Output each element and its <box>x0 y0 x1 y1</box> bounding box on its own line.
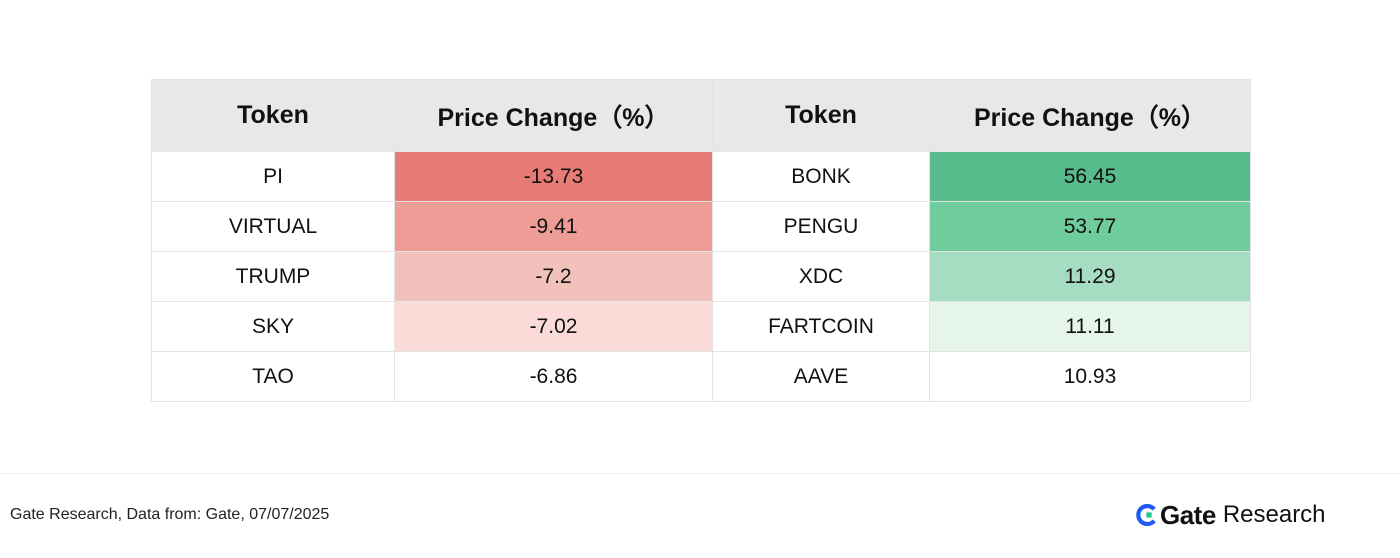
table-row: PI -13.73 BONK 56.45 <box>151 151 1251 202</box>
table-row: TAO -6.86 AAVE 10.93 <box>151 351 1251 402</box>
loser-token-cell: SKY <box>151 301 395 352</box>
loser-change-cell: -7.2 <box>394 251 713 302</box>
source-note: Gate Research, Data from: Gate, 07/07/20… <box>10 506 330 523</box>
table-header-row: Token Price Change（%） Token Price Change… <box>151 79 1251 152</box>
gate-research-logo: Gate Research <box>1136 500 1326 530</box>
price-change-table: Token Price Change（%） Token Price Change… <box>151 79 1251 402</box>
gainer-token-cell: PENGU <box>712 201 930 252</box>
table-row: VIRTUAL -9.41 PENGU 53.77 <box>151 201 1251 252</box>
gainer-change-cell: 53.77 <box>929 201 1251 252</box>
gainer-change-cell: 11.29 <box>929 251 1251 302</box>
gainer-change-cell: 10.93 <box>929 351 1251 402</box>
loser-token-cell: PI <box>151 151 395 202</box>
gainer-token-cell: BONK <box>712 151 930 202</box>
table-row: SKY -7.02 FARTCOIN 11.11 <box>151 301 1251 352</box>
footer-divider <box>0 473 1400 474</box>
loser-token-cell: VIRTUAL <box>151 201 395 252</box>
brand-name: Gate <box>1160 499 1216 530</box>
loser-change-cell: -9.41 <box>394 201 713 252</box>
gainer-token-cell: XDC <box>712 251 930 302</box>
gainer-change-cell: 56.45 <box>929 151 1251 202</box>
loser-change-cell: -6.86 <box>394 351 713 402</box>
gainer-change-cell: 11.11 <box>929 301 1251 352</box>
loser-token-cell: TRUMP <box>151 251 395 302</box>
table-row: TRUMP -7.2 XDC 11.29 <box>151 251 1251 302</box>
gainer-token-cell: FARTCOIN <box>712 301 930 352</box>
loser-token-cell: TAO <box>151 351 395 402</box>
gate-logo-icon <box>1136 504 1156 526</box>
header-price-change-left: Price Change（%） <box>394 79 713 152</box>
header-price-change-right: Price Change（%） <box>929 79 1251 152</box>
loser-change-cell: -13.73 <box>394 151 713 202</box>
gainer-token-cell: AAVE <box>712 351 930 402</box>
brand-suffix: Research <box>1222 501 1326 528</box>
loser-change-cell: -7.02 <box>394 301 713 352</box>
header-token-right: Token <box>712 79 930 152</box>
header-token-left: Token <box>151 79 395 152</box>
